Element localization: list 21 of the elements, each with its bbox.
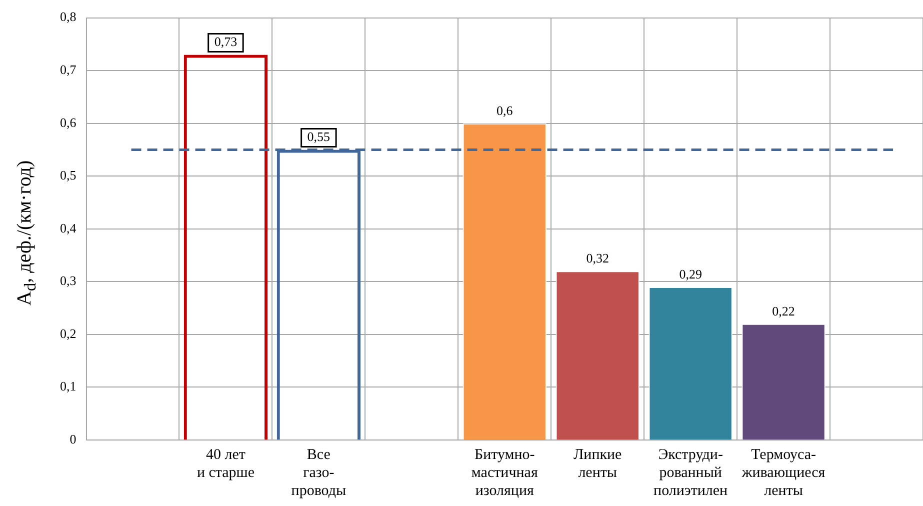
x-tick-label: Экструди- рованный полиэтилен bbox=[654, 446, 728, 499]
y-tick-label: 0,7 bbox=[60, 62, 77, 77]
data-label: 0,6 bbox=[496, 102, 514, 118]
x-tick-label: Термоуса- живающиеся ленты bbox=[740, 446, 826, 499]
data-label: 0,55 bbox=[307, 129, 330, 144]
y-tick-label: 0 bbox=[70, 431, 76, 446]
data-label: 0,29 bbox=[679, 266, 702, 282]
x-tick-label: Битумно- мастичная изоляция bbox=[471, 446, 538, 499]
y-tick-label: 0,1 bbox=[60, 378, 76, 394]
data-label: 0,32 bbox=[586, 250, 609, 266]
y-tick-label: 0,8 bbox=[60, 9, 76, 24]
data-label: 0,73 bbox=[214, 34, 238, 50]
data-label: 0,22 bbox=[772, 303, 795, 318]
y-tick-label: 0,6 bbox=[60, 114, 77, 130]
y-tick-label: 0,3 bbox=[60, 273, 76, 288]
y-tick-label: 0,5 bbox=[60, 168, 76, 183]
y-tick-label: 0,2 bbox=[60, 326, 76, 341]
y-tick-label: 0,4 bbox=[60, 220, 77, 236]
x-tick-label: Липкие ленты bbox=[573, 446, 622, 481]
x-tick-label: Все газо- проводы bbox=[291, 446, 346, 499]
x-tick-label: 40 лет и старше bbox=[196, 446, 255, 481]
